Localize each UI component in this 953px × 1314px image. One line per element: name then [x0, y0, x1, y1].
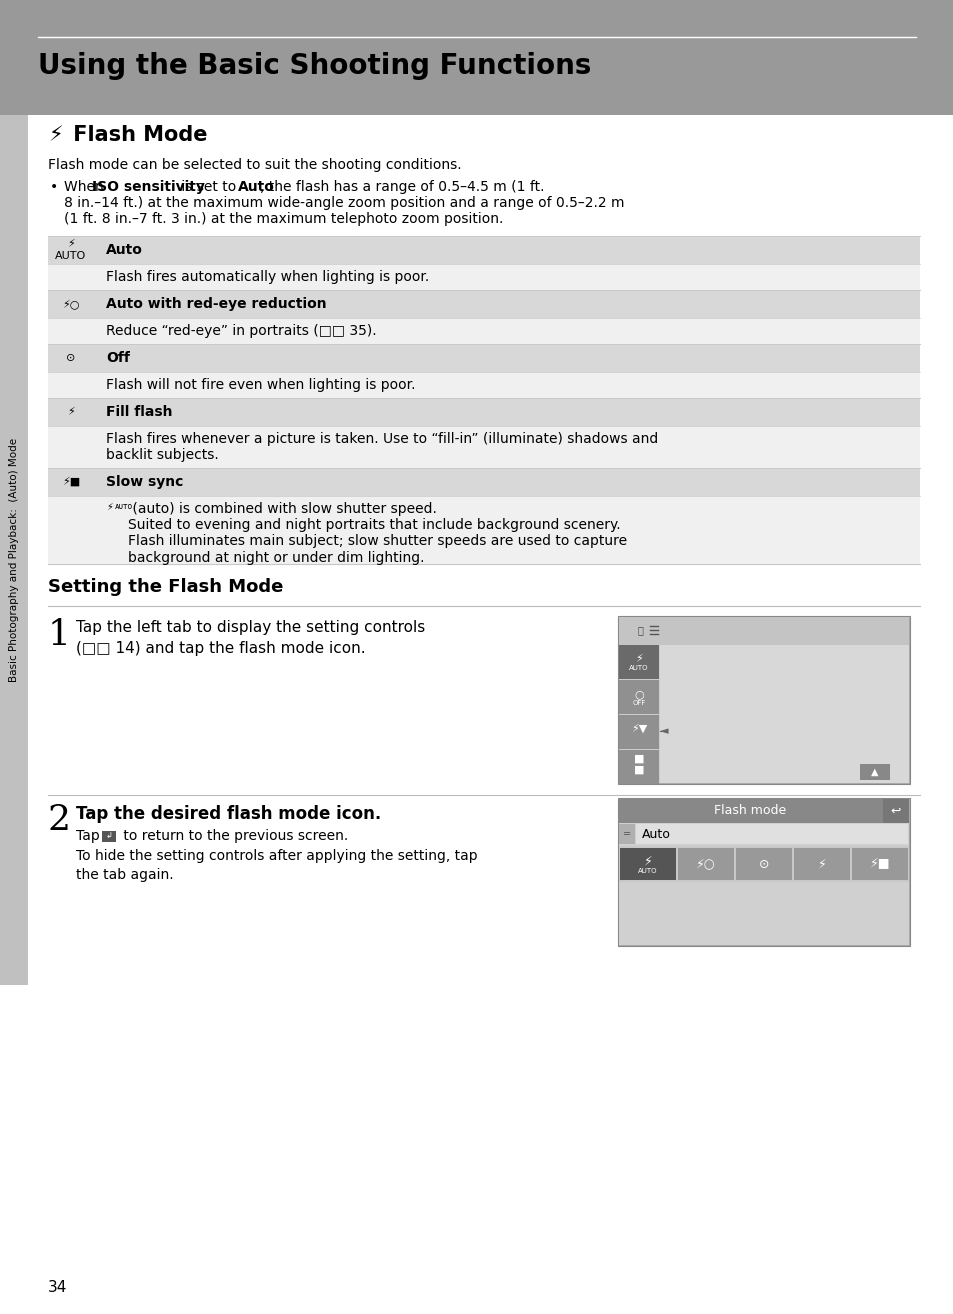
Text: Tap the desired flash mode icon.: Tap the desired flash mode icon. [76, 805, 381, 823]
Text: ⚡■: ⚡■ [62, 477, 80, 487]
Text: ⚡: ⚡ [48, 125, 63, 145]
Text: Reduce “red-eye” in portraits (□□ 35).: Reduce “red-eye” in portraits (□□ 35). [106, 325, 376, 338]
Bar [618, 618, 908, 783]
Bar [48, 344, 919, 372]
Bar [882, 799, 908, 823]
Text: 2: 2 [48, 803, 71, 837]
Text: ⚡: ⚡ [106, 502, 112, 512]
Text: 🔒: 🔒 [637, 625, 642, 635]
Bar [618, 799, 908, 945]
Text: Auto: Auto [237, 180, 274, 194]
Text: Slow sync: Slow sync [106, 474, 183, 489]
Bar [793, 848, 849, 880]
Text: Flash fires automatically when lighting is poor.: Flash fires automatically when lighting … [106, 269, 429, 284]
Text: ⚡: ⚡ [643, 854, 652, 867]
Text: Flash mode: Flash mode [713, 804, 785, 817]
Bar [48, 264, 919, 290]
Text: Flash will not fire even when lighting is poor.: Flash will not fire even when lighting i… [106, 378, 416, 392]
Text: ◄: ◄ [659, 727, 667, 736]
Text: Basic Photography and Playback:  (Auto) Mode: Basic Photography and Playback: (Auto) M… [9, 438, 19, 682]
Bar [618, 616, 909, 784]
Bar [102, 830, 116, 842]
Text: ⚡: ⚡ [817, 858, 825, 870]
Text: Auto with red-eye reduction: Auto with red-eye reduction [106, 297, 326, 311]
Text: Using the Basic Shooting Functions: Using the Basic Shooting Functions [38, 53, 591, 80]
Bar [618, 750, 659, 784]
Text: Tap the left tab to display the setting controls
(□□ 14) and tap the flash mode : Tap the left tab to display the setting … [76, 620, 425, 656]
Text: ↩: ↩ [890, 804, 901, 817]
Text: ■
■: ■ ■ [633, 753, 643, 775]
Text: ᴀᴜᴛᴏ: ᴀᴜᴛᴏ [115, 502, 133, 511]
Bar [618, 846, 908, 882]
Bar [859, 763, 889, 781]
Bar [618, 618, 908, 645]
Text: 34: 34 [48, 1280, 68, 1296]
Text: ISO sensitivity: ISO sensitivity [91, 180, 204, 194]
Bar [618, 645, 659, 679]
Bar [0, 0, 953, 116]
Text: To hide the setting controls after applying the setting, tap
the tab again.: To hide the setting controls after apply… [76, 849, 477, 883]
Text: Tap: Tap [76, 829, 104, 844]
Text: ⚡: ⚡ [67, 407, 74, 417]
Bar [678, 848, 733, 880]
Text: , the flash has a range of 0.5–4.5 m (1 ft.: , the flash has a range of 0.5–4.5 m (1 … [260, 180, 544, 194]
Bar [659, 618, 908, 783]
Text: Auto: Auto [641, 828, 670, 841]
Text: When: When [64, 180, 108, 194]
Bar [48, 290, 919, 318]
Bar [618, 798, 909, 946]
Text: ⚡■: ⚡■ [869, 858, 889, 870]
Text: 1: 1 [48, 618, 71, 652]
Text: AUTO: AUTO [638, 869, 657, 874]
Text: •: • [50, 180, 58, 194]
Text: ⊙: ⊙ [67, 353, 75, 363]
Text: 8 in.–14 ft.) at the maximum wide-angle zoom position and a range of 0.5–2.2 m: 8 in.–14 ft.) at the maximum wide-angle … [64, 196, 624, 210]
Text: Auto: Auto [106, 243, 143, 258]
Text: Flash Mode: Flash Mode [66, 125, 208, 145]
Text: ○: ○ [634, 689, 643, 699]
Text: to return to the previous screen.: to return to the previous screen. [119, 829, 348, 844]
Bar [48, 372, 919, 398]
Text: ▲: ▲ [870, 767, 878, 777]
Text: Flash mode can be selected to suit the shooting conditions.: Flash mode can be selected to suit the s… [48, 158, 461, 172]
Bar [618, 681, 659, 714]
Text: ⚡
AUTO: ⚡ AUTO [55, 239, 87, 260]
Text: (auto) is combined with slow shutter speed.
Suited to evening and night portrait: (auto) is combined with slow shutter spe… [128, 502, 626, 565]
Text: ↲: ↲ [106, 832, 112, 841]
Bar [48, 426, 919, 468]
Bar [636, 824, 907, 844]
Bar [48, 398, 919, 426]
Bar [0, 116, 28, 986]
Bar [48, 237, 919, 264]
Bar [48, 468, 919, 495]
Bar [619, 848, 676, 880]
Bar [618, 715, 659, 749]
Text: Setting the Flash Mode: Setting the Flash Mode [48, 578, 283, 597]
Text: (1 ft. 8 in.–7 ft. 3 in.) at the maximum telephoto zoom position.: (1 ft. 8 in.–7 ft. 3 in.) at the maximum… [64, 212, 503, 226]
Text: Flash fires whenever a picture is taken. Use to “fill-in” (illuminate) shadows a: Flash fires whenever a picture is taken.… [106, 432, 658, 463]
Text: ⚡: ⚡ [635, 654, 642, 664]
Bar [851, 848, 907, 880]
Text: ⚡○: ⚡○ [62, 300, 80, 309]
Bar [618, 799, 882, 823]
Bar [48, 495, 919, 564]
Text: AUTO: AUTO [629, 665, 648, 671]
Text: ⚡○: ⚡○ [696, 858, 715, 870]
Text: =: = [622, 829, 630, 840]
Text: ⊙: ⊙ [758, 858, 768, 870]
Text: ⚡▼: ⚡▼ [630, 724, 646, 735]
Text: OFF: OFF [632, 700, 645, 706]
Text: Fill flash: Fill flash [106, 405, 172, 419]
Bar [48, 318, 919, 344]
Text: Off: Off [106, 351, 130, 365]
Bar [735, 848, 791, 880]
Text: is set to: is set to [176, 180, 240, 194]
Bar [618, 824, 635, 844]
